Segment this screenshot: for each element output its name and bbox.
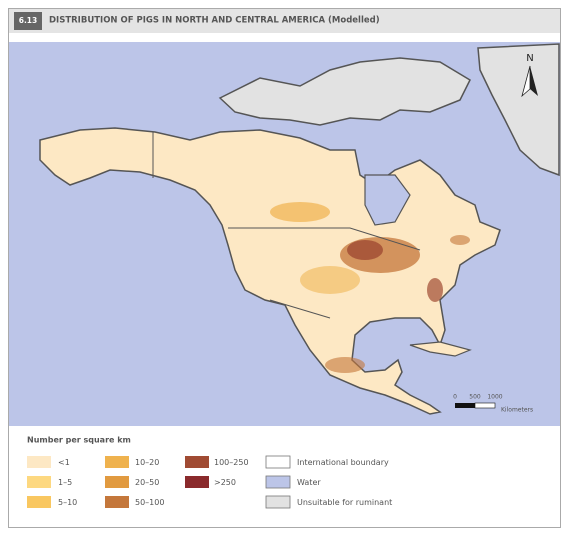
scale-label: 500 [469,394,481,401]
boundary [269,299,331,319]
legend-title: Number per square km [27,436,131,445]
legend-swatch [265,455,291,469]
legend-swatch [105,476,129,488]
figure-title: DISTRIBUTION OF PIGS IN NORTH AND CENTRA… [49,16,380,26]
density-areas [270,202,470,373]
header-band [9,9,560,33]
density-area [427,278,443,302]
scale-label: 0 [453,394,457,401]
legend-swatch [105,496,129,508]
scale-segment [455,403,475,408]
legend-swatch [265,495,291,509]
legend-label: 1–5 [58,478,72,487]
scale-bar: 0 500 1000 Kilometers [453,394,533,414]
legend-swatch [185,456,209,468]
arctic-islands [218,57,471,126]
boundary [228,227,421,251]
legend-label: <1 [58,458,70,467]
arrow-right [530,66,538,96]
greenland [477,43,560,177]
legend-swatch [185,476,209,488]
legend-label: >250 [214,478,236,487]
legend-label: 100–250 [214,458,249,467]
scale-segment [474,402,496,409]
legend-swatch [27,496,51,508]
north-arrow: N [521,53,538,98]
density-area [325,357,365,373]
scale-unit: Kilometers [501,407,533,414]
legend-label: 10–20 [135,458,159,467]
legend-label: International boundary [297,458,389,467]
hudson-bay [364,174,411,226]
scale-label: 1000 [487,394,502,401]
density-area [300,266,360,294]
legend-label: 20–50 [135,478,159,487]
legend: <1 1–5 5–10 10–20 20–50 50–100 100–250 >250 Inte… [27,455,392,509]
density-area [450,235,470,245]
legend-label: 50–100 [135,498,164,507]
legend-swatch [265,475,291,489]
legend-swatch [105,456,129,468]
density-area [347,240,383,260]
map: N 0 500 1000 Kilometers [9,42,560,426]
cuba [409,341,472,357]
figure-number-box [14,12,42,30]
north-label: N [526,53,533,64]
legend-label: 5–10 [58,498,77,507]
legend-swatch [27,476,51,488]
legend-label: Unsuitable for ruminant [297,498,392,507]
density-area [270,202,330,222]
legend-swatch [27,456,51,468]
figure-number: 6.13 [19,16,38,25]
legend-label: Water [297,478,321,487]
